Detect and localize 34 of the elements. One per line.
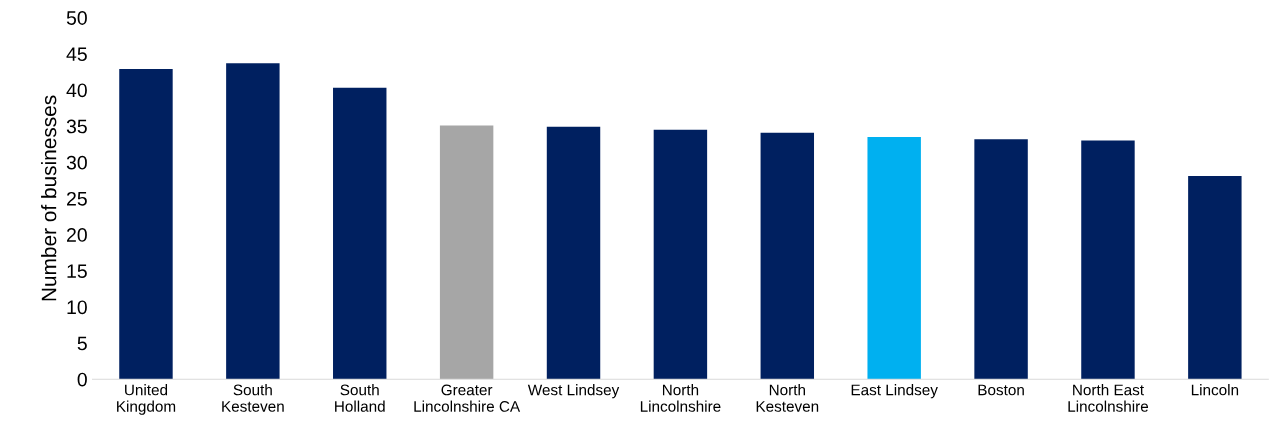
- bar: [226, 63, 280, 380]
- y-tick-label: 5: [77, 336, 87, 351]
- bar: [1188, 176, 1242, 380]
- bar: [653, 129, 708, 380]
- x-tick-label: South Kesteven: [222, 384, 284, 412]
- x-tick-label: Boston: [978, 384, 1024, 396]
- x-tick-label: South Holland: [335, 384, 385, 412]
- y-axis-title: Number of businesses: [41, 95, 57, 301]
- y-tick-label: 35: [66, 119, 87, 134]
- x-tick-label: North East Lincolnshire: [1068, 384, 1149, 412]
- bar: [867, 136, 921, 380]
- x-tick-label: North Kesteven: [756, 384, 819, 412]
- bar: [439, 125, 494, 380]
- y-tick-label: 0: [77, 372, 87, 387]
- y-tick-label: 15: [67, 264, 87, 279]
- x-tick-label: West Lindsey: [527, 384, 620, 399]
- x-tick-label: United Kingdom: [117, 384, 176, 415]
- bar: [974, 139, 1028, 380]
- y-tick-label: 25: [67, 191, 87, 206]
- bar: [119, 68, 173, 380]
- bar: [333, 87, 387, 380]
- x-tick-label: East Lindsey: [851, 384, 938, 399]
- y-tick-label: 20: [67, 228, 87, 242]
- bar: [1081, 140, 1135, 380]
- y-tick-label: 30: [66, 155, 87, 170]
- y-tick-label: 45: [66, 47, 87, 62]
- x-tick-label: Lincoln: [1191, 384, 1239, 396]
- x-tick-label: Greater Lincolnshire CA: [414, 384, 521, 412]
- x-tick-label: North Lincolnshire: [640, 384, 721, 412]
- y-tick-label: 40: [66, 83, 87, 98]
- bar: [546, 126, 601, 380]
- y-tick-label: 50: [66, 11, 87, 25]
- y-tick-label: 10: [67, 300, 87, 315]
- bar: [760, 132, 815, 380]
